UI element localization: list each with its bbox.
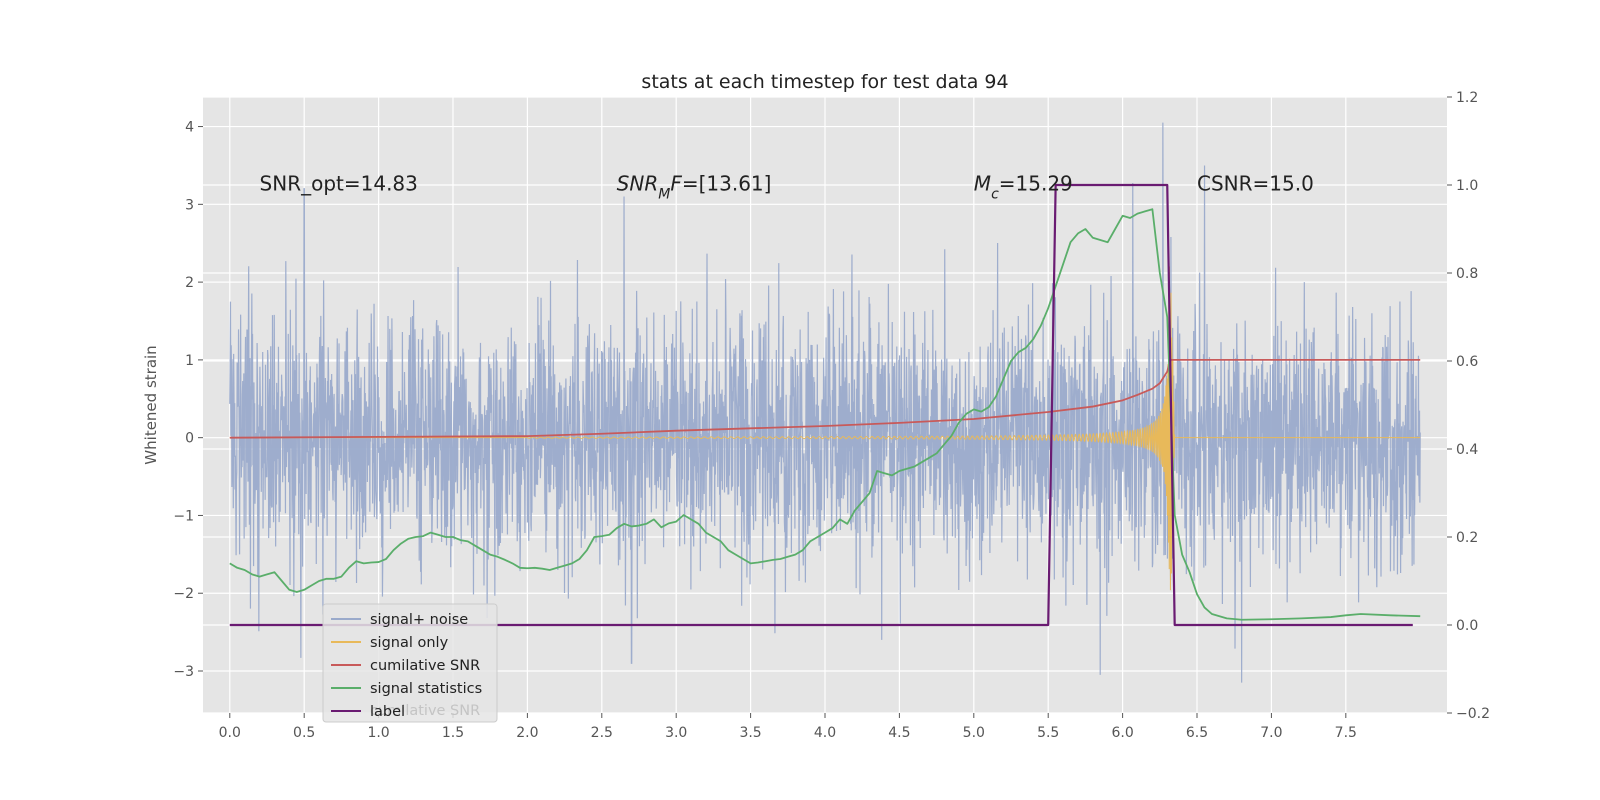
y2-tick-label: 0.8 (1456, 266, 1478, 282)
x-tick-label: 7.5 (1335, 725, 1357, 741)
annotation-0: SNR_opt=14.83 (260, 171, 418, 195)
y2-tick-label: 1.0 (1456, 178, 1478, 194)
x-tick-label: 1.0 (367, 725, 389, 741)
series-layer (229, 122, 1421, 683)
y2-tick-label: 0.6 (1456, 354, 1478, 370)
x-tick-label: 2.0 (516, 725, 538, 741)
legend-entry: signal+ noise (370, 612, 468, 628)
legend: cumilative SNR signal+ noise signal only cu… (322, 603, 498, 723)
chart-title: stats at each timestep for test data 94 (641, 71, 1008, 93)
x-tick-label: 4.5 (888, 725, 910, 741)
y-axis-label: Whitened strain (142, 345, 160, 464)
annotations: SNR_opt=14.83 SNRMF=[13.61] Mc=15.29 CSNR=1… (260, 171, 1314, 202)
y2-tick-label: 1.2 (1456, 90, 1478, 106)
legend-entry: label (370, 704, 405, 720)
y-tick-label: 4 (185, 120, 194, 136)
annotation-3: CSNR=15.0 (1197, 171, 1314, 195)
x-tick-label: 0.5 (293, 725, 315, 741)
legend-entry: signal only (370, 635, 449, 651)
y-tick-label: 0 (185, 431, 194, 447)
series-signal-only (229, 266, 1421, 591)
y-tick-label: −1 (173, 508, 194, 524)
y2-tick-label: 0.2 (1456, 530, 1478, 546)
x-tick-label: 5.5 (1037, 725, 1059, 741)
x-tick-label: 3.0 (665, 725, 687, 741)
y2-tick-label: 0.0 (1456, 618, 1478, 634)
legend-entry: signal statistics (370, 681, 482, 697)
x-tick-label: 7.0 (1260, 725, 1282, 741)
annotation-2: Mc=15.29 (974, 171, 1073, 202)
series-signal-noise (229, 122, 1421, 683)
series-label (229, 183, 1413, 627)
x-tick-label: 6.0 (1111, 725, 1133, 741)
x-tick-label: 0.0 (219, 725, 241, 741)
y-tick-label: −2 (173, 586, 194, 602)
y-tick-label: −3 (173, 664, 194, 680)
x-tick-label: 1.5 (442, 725, 464, 741)
x-tick-label: 4.0 (814, 725, 836, 741)
annotation-1: SNRMF=[13.61] (617, 171, 772, 202)
x-tick-label: 5.0 (963, 725, 985, 741)
x-tick-label: 6.5 (1186, 725, 1208, 741)
axes: 0.0 0.5 1.0 1.5 2.0 2.5 3.0 3.5 4.0 4.5 5.0 5.5 6.0 6… (173, 90, 1490, 741)
y2-tick-label: 0.4 (1456, 442, 1478, 458)
y-tick-label: 3 (185, 197, 194, 213)
legend-underlying-text: cumilative SNR (370, 703, 480, 719)
y2-tick-label: −0.2 (1456, 706, 1490, 722)
legend-entry: cumilative SNR (370, 658, 480, 674)
legend-box (322, 603, 498, 723)
series-cumulative-snr (229, 358, 1421, 439)
x-tick-label: 2.5 (591, 725, 613, 741)
series-signal-statistics (229, 208, 1421, 621)
y-tick-label: 2 (185, 275, 194, 291)
y-tick-label: 1 (185, 353, 194, 369)
x-tick-label: 3.5 (739, 725, 761, 741)
